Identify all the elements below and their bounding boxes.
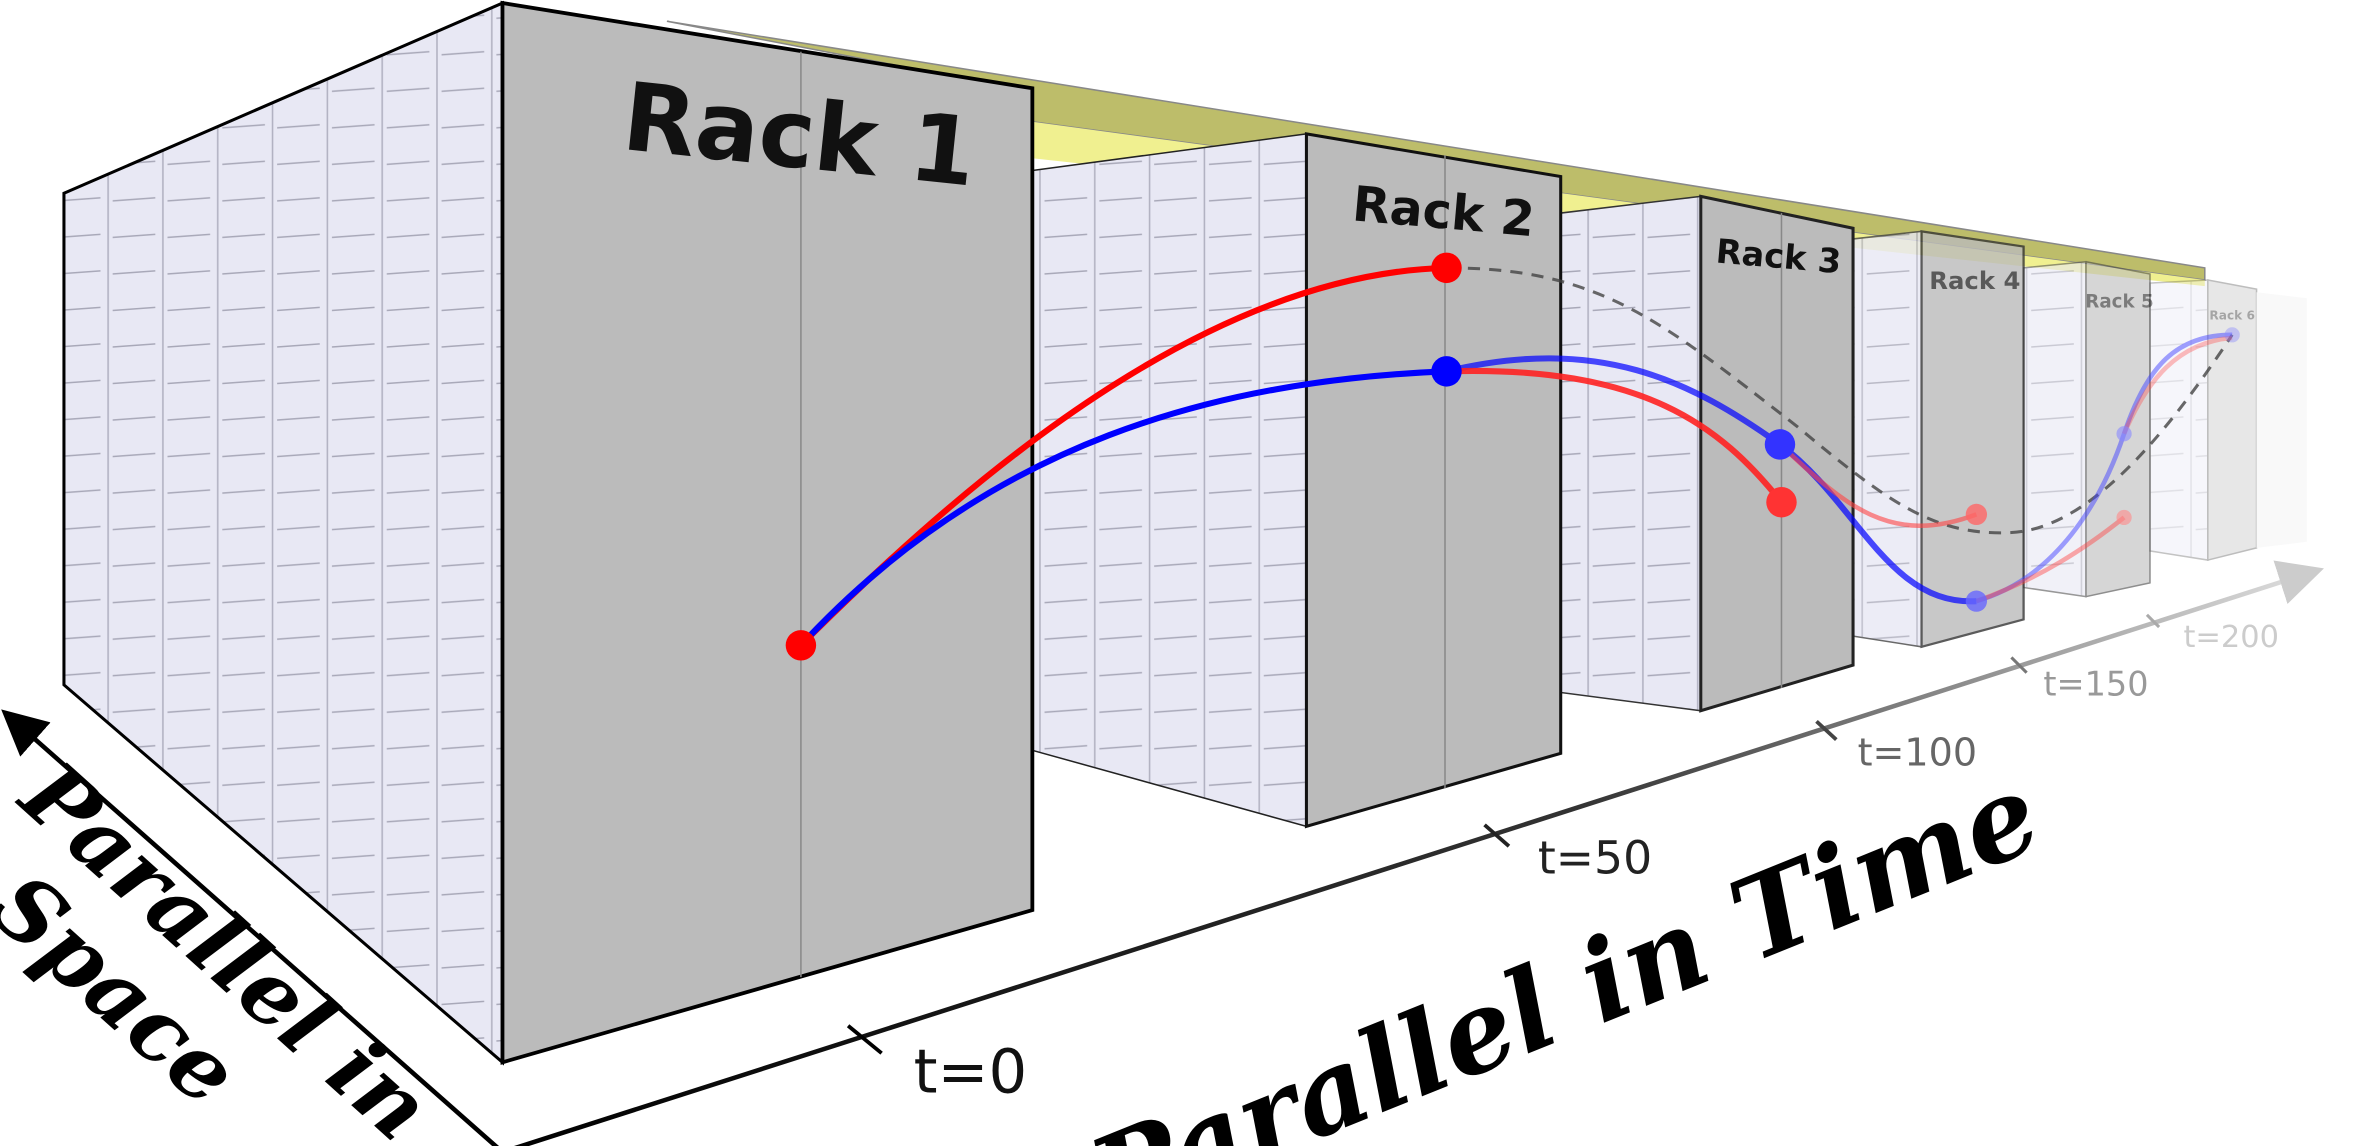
red-path bbox=[1975, 515, 2126, 604]
rack-label: Rack 6 bbox=[2209, 309, 2255, 323]
rack-1 bbox=[62, 0, 1035, 1066]
time-label: t=100 bbox=[1858, 731, 1977, 775]
rack-6 bbox=[2149, 279, 2307, 562]
red-path bbox=[1446, 367, 1784, 505]
time-label: t=0 bbox=[914, 1037, 1028, 1108]
rack-2 bbox=[1031, 132, 1563, 829]
red-path bbox=[1778, 442, 1978, 529]
time-label: t=150 bbox=[2043, 665, 2148, 704]
points bbox=[785, 252, 2240, 661]
time-axis bbox=[513, 560, 2324, 1146]
rack-label: Rack 5 bbox=[2085, 291, 2153, 312]
time-label: t=50 bbox=[1538, 832, 1652, 885]
rack-label: Rack 4 bbox=[1929, 266, 2020, 295]
red-path bbox=[2121, 335, 2233, 435]
time-label: t=200 bbox=[2183, 620, 2279, 655]
time-ticks bbox=[846, 613, 2161, 1055]
reference-path bbox=[1446, 266, 2234, 535]
space-axis bbox=[1, 709, 500, 1146]
blue-path bbox=[798, 368, 1447, 648]
time-axis-label: Parallel in Time bbox=[1070, 746, 2057, 1146]
